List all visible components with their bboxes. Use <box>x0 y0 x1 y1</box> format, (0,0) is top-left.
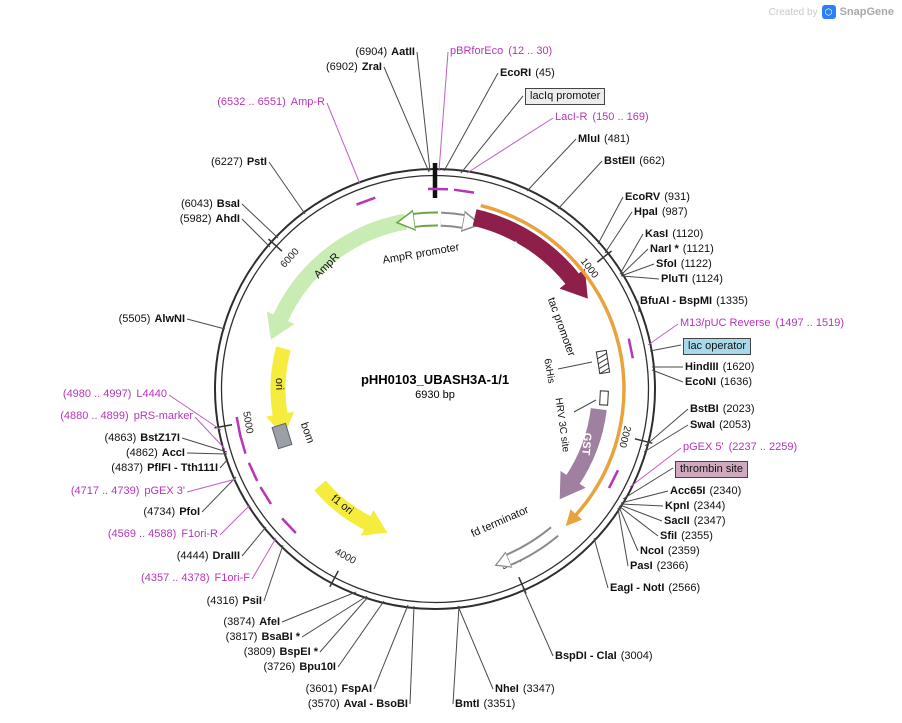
plasmid-name: pHH0103_UBASH3A-1/1 <box>360 372 510 387</box>
thrombin-site-boxed-label[interactable]: thrombin site <box>675 461 748 478</box>
primer-label[interactable]: (4980 .. 4997) L4440 <box>62 388 167 400</box>
ori-feature-arrow[interactable] <box>265 346 295 437</box>
site-label[interactable]: (3809) BspEI * <box>243 646 318 658</box>
site-connector-lines <box>181 51 689 705</box>
site-label[interactable]: EagI - NotI (2566) <box>610 582 701 594</box>
primer-glyphs[interactable] <box>235 187 635 534</box>
site-label[interactable]: SwaI (2053) <box>690 419 751 431</box>
site-label[interactable]: BfuAI - BspMI (1335) <box>640 295 748 307</box>
bom-label[interactable]: bom <box>298 421 317 445</box>
bom-feature-box[interactable] <box>271 422 293 450</box>
site-label[interactable]: SfoI (1122) <box>656 258 712 270</box>
site-label[interactable]: BmtI (3351) <box>455 698 516 710</box>
site-label[interactable]: KasI (1120) <box>645 228 704 240</box>
watermark-brand: SnapGene <box>839 6 894 18</box>
site-label[interactable]: (5505) AlwNI <box>118 313 185 325</box>
six-his-feature-box[interactable] <box>595 349 611 375</box>
site-label[interactable]: NarI * (1121) <box>650 243 714 255</box>
ampr-feature-arrow[interactable] <box>266 213 407 340</box>
plasmid-size: 6930 bp <box>415 389 455 401</box>
primer-label[interactable]: (4357 .. 4378) F1ori-F <box>141 572 250 584</box>
primer-label[interactable]: (4569 .. 4588) F1ori-R <box>107 528 218 540</box>
lac-operator-boxed-label[interactable]: lac operator <box>683 338 752 355</box>
ampr-promoter-label[interactable]: AmpR promoter <box>382 241 461 266</box>
six-his-label[interactable]: 6xHis <box>541 358 556 385</box>
site-label[interactable]: BstBI (2023) <box>690 403 755 415</box>
snapgene-logo-icon: ⬡ <box>821 5 836 19</box>
site-label[interactable]: NheI (3347) <box>495 683 555 695</box>
primer-label[interactable]: LacI-R (150 .. 169) <box>555 111 649 123</box>
laci-feature-arrow[interactable] <box>472 209 588 299</box>
primer-label[interactable]: (4880 .. 4899) pRS-marker <box>60 410 193 422</box>
site-label[interactable]: (4837) PflFI - Tth111I <box>111 462 218 474</box>
site-label[interactable]: PasI (2366) <box>630 560 689 572</box>
tac-promoter-label[interactable]: tac promoter <box>545 296 578 358</box>
site-label[interactable]: EcoNI (1636) <box>685 376 752 388</box>
primer-label[interactable]: pBRforEco (12 .. 30) <box>450 45 553 57</box>
f1-ori-feature-arrow[interactable] <box>314 480 388 536</box>
site-label[interactable]: KpnI (2344) <box>665 500 726 512</box>
laciq-promoter-boxed-label[interactable]: lacIq promoter <box>525 88 606 105</box>
fd-terminator-label[interactable]: fd terminator <box>469 504 531 540</box>
site-label[interactable]: (4316) PsiI <box>206 595 262 607</box>
site-label[interactable]: (6227) PstI <box>211 156 267 168</box>
primer-connector-lines <box>168 51 682 580</box>
site-label[interactable]: (6043) BsaI <box>180 198 240 210</box>
site-label[interactable]: SacII (2347) <box>664 515 726 527</box>
site-label[interactable]: (3874) AfeI <box>223 616 280 628</box>
site-label[interactable]: Acc65I (2340) <box>670 485 742 497</box>
site-label[interactable]: (4863) BstZ17I <box>104 432 180 444</box>
site-label[interactable]: (3570) AvaI - BsoBI <box>307 698 408 710</box>
tick-6000: 6000 <box>279 246 302 270</box>
plasmid-title-block: pHH0103_UBASH3A-1/1 6930 bp <box>285 372 585 401</box>
plasmid-backbone-rings <box>214 163 656 610</box>
site-label[interactable]: SfiI (2355) <box>660 530 713 542</box>
site-label[interactable]: (4734) PfoI <box>143 506 200 518</box>
site-label[interactable]: (5982) AhdI <box>179 213 240 225</box>
gst-feature-arrow[interactable] <box>559 407 607 500</box>
ori-label[interactable]: ori <box>273 378 285 391</box>
ampr-promoter-feature-arrow[interactable] <box>413 219 439 221</box>
site-label[interactable]: (3817) BsaBI * <box>225 631 300 643</box>
site-label[interactable]: (6902) ZraI <box>326 61 382 73</box>
primer-label[interactable]: M13/pUC Reverse (1497 .. 1519) <box>680 317 844 329</box>
site-label[interactable]: EcoRV (931) <box>625 191 690 203</box>
hrv-3c-feature-box[interactable] <box>599 390 609 406</box>
site-label[interactable]: BspDI - ClaI (3004) <box>555 650 653 662</box>
hrv-3c-site-label[interactable]: HRV 3C site <box>553 397 572 453</box>
site-label[interactable]: BstEII (662) <box>604 155 665 167</box>
tick-4000: 4000 <box>333 547 358 567</box>
site-label[interactable]: (4862) AccI <box>125 447 185 459</box>
primer-label[interactable]: pGEX 5' (2237 .. 2259) <box>683 441 798 453</box>
watermark-created-by: Created by <box>768 6 818 18</box>
primer-label[interactable]: (6532 .. 6551) Amp-R <box>217 96 325 108</box>
site-label[interactable]: PluTI (1124) <box>661 273 723 285</box>
site-label[interactable]: MluI (481) <box>578 133 630 145</box>
snapgene-watermark: Created by ⬡ SnapGene <box>769 5 894 19</box>
tac-promoter-feature-arc[interactable] <box>480 203 626 527</box>
site-label[interactable]: EcoRI (45) <box>500 67 555 79</box>
site-label[interactable]: NcoI (2359) <box>640 545 700 557</box>
primer-label[interactable]: (4717 .. 4739) pGEX 3' <box>70 485 185 497</box>
gst-label[interactable]: GST <box>579 432 593 456</box>
site-label[interactable]: (4444) DraIII <box>176 550 240 562</box>
site-label[interactable]: (3726) Bpu10I <box>263 661 336 673</box>
site-label[interactable]: (3601) FspAI <box>305 683 372 695</box>
fd-terminator-feature-arrow[interactable] <box>508 528 558 561</box>
tick-5000: 5000 <box>240 411 255 435</box>
site-label[interactable]: HindIII (1620) <box>685 361 755 373</box>
site-label[interactable]: (6904) AatII <box>355 46 415 58</box>
position-ticks <box>214 238 653 594</box>
site-label[interactable]: HpaI (987) <box>634 206 688 218</box>
laciq-promoter-feature-arrow[interactable] <box>440 219 465 222</box>
